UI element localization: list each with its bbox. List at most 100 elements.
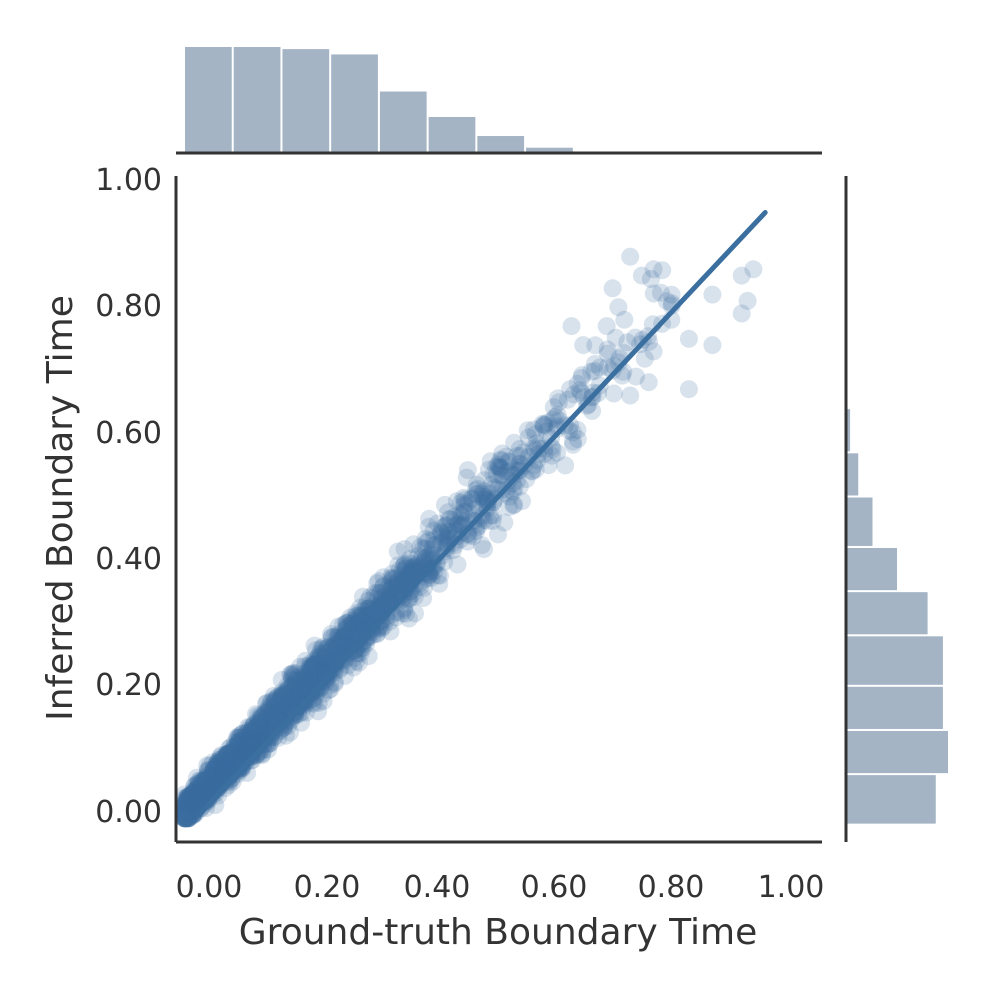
scatter-point [229,745,248,764]
scatter-point [199,776,218,795]
scatter-point [472,536,491,555]
scatter-point [363,604,382,623]
scatter-point [381,574,400,593]
scatter-point [192,781,211,800]
scatter-point [208,765,227,784]
scatter-point [194,780,213,799]
right-histogram [846,358,948,824]
scatter-point [256,715,275,734]
scatter-point [479,460,498,479]
scatter-point [203,774,222,793]
scatter-point [404,563,423,582]
scatter-point [242,719,261,738]
scatter-point [191,784,210,803]
scatter-point [292,672,311,691]
scatter-point [446,510,464,529]
scatter-point [276,686,294,705]
scatter-point [213,755,232,774]
scatter-point [547,420,566,438]
scatter-point [395,601,414,619]
scatter-point [317,650,336,669]
scatter-point [277,685,296,704]
scatter-point [187,782,206,801]
scatter-point [213,765,232,784]
scatter-point [281,694,299,713]
scatter-point [193,786,212,805]
scatter-point [412,548,431,567]
right-hist-bar [846,547,897,591]
scatter-point [221,745,240,764]
scatter-point [237,724,256,743]
scatter-point [435,495,454,514]
scatter-point [266,701,285,720]
scatter-point [298,672,317,691]
scatter-point [209,768,228,787]
scatter-point [223,751,242,770]
scatter-point [215,757,234,775]
scatter-point [439,503,458,522]
scatter-point [175,809,194,828]
scatter-point [239,732,258,751]
scatter-point [388,590,406,609]
scatter-point [205,766,224,785]
scatter-point [207,756,226,775]
scatter-point [277,699,296,718]
scatter-point [298,671,317,689]
scatter-point [270,696,289,715]
scatter-point [339,629,357,648]
scatter-point [300,674,319,693]
scatter-point [283,688,302,707]
scatter-point [231,733,250,752]
scatter-point [260,706,279,725]
scatter-point [179,797,198,816]
scatter-point [185,782,204,801]
scatter-point [357,615,376,633]
scatter-point [228,737,247,755]
scatter-point [231,748,250,767]
scatter-point [590,358,609,377]
scatter-point [192,780,210,799]
scatter-point [311,671,330,690]
scatter-point [337,614,355,633]
scatter-point [220,744,239,763]
scatter-point [204,760,223,779]
scatter-point [358,606,377,625]
top-hist-bar [233,47,281,153]
scatter-point [217,745,236,764]
scatter-point [225,750,244,769]
scatter-point [237,734,256,753]
scatter-point [417,533,436,552]
scatter-point [190,786,209,805]
scatter-point [227,742,246,761]
scatter-point [335,666,354,685]
scatter-point [196,772,215,791]
scatter-point [264,697,283,716]
scatter-point [181,792,200,811]
y-tick-label: 1.00 [95,163,162,198]
scatter-point [277,697,296,716]
scatter-point [217,754,236,773]
scatter-point [234,732,253,751]
scatter-point [214,760,233,779]
scatter-point [217,763,236,782]
scatter-point [436,516,455,535]
scatter-point [491,459,510,478]
scatter-point [338,614,357,633]
scatter-point [206,758,225,777]
scatter-point [230,728,249,747]
scatter-point [357,606,376,625]
scatter-point [176,809,195,828]
scatter-point [662,285,681,304]
scatter-point [189,788,208,807]
scatter-point [196,774,215,793]
scatter-point [198,756,217,775]
scatter-point [538,413,557,432]
scatter-point [209,761,228,780]
scatter-point [234,727,253,746]
scatter-point [189,789,208,808]
scatter-point [188,785,207,804]
scatter-point [261,706,279,725]
scatter-point [252,708,271,727]
scatter-point [260,708,279,726]
scatter-point [185,798,204,817]
